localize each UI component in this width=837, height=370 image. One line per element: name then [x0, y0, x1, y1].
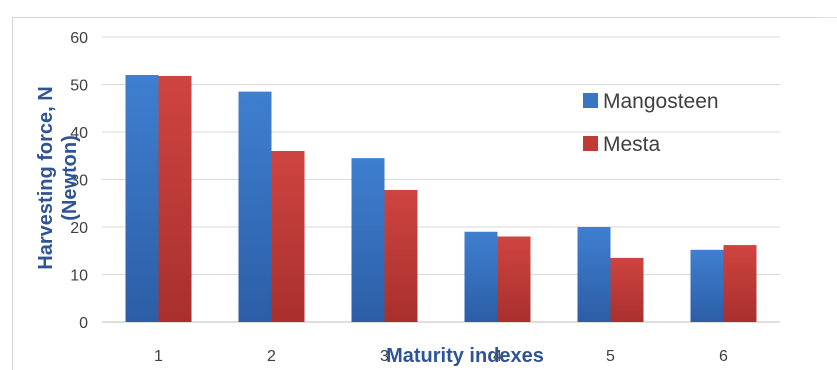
bars [125, 75, 757, 322]
y-axis-title-line1: Harvesting force, N [35, 86, 57, 269]
bar-mangosteen-5 [577, 227, 611, 322]
x-tick-label: 3 [380, 348, 389, 365]
y-tick-label: 20 [70, 220, 88, 237]
y-tick-label: 40 [70, 125, 88, 142]
x-tick-label: 2 [267, 348, 276, 365]
y-tick-label: 10 [70, 268, 88, 285]
y-tick-label: 60 [70, 30, 88, 47]
y-axis-title: Harvesting force, N (Newton) [35, 86, 81, 269]
chart-frame-corner [817, 17, 837, 38]
bar-mesta-6 [723, 245, 757, 322]
legend-label-mesta: Mesta [603, 133, 661, 156]
bar-mangosteen-6 [690, 249, 724, 322]
y-axis-title-line2: (Newton) [59, 135, 81, 221]
bar-mesta-5 [610, 257, 644, 322]
legend-swatch-mangosteen [583, 93, 598, 108]
y-tick-label: 0 [79, 315, 88, 332]
bar-mangosteen-3 [351, 158, 385, 322]
bar-mangosteen-4 [464, 231, 498, 322]
legend: Mangosteen Mesta [583, 90, 719, 156]
bar-mesta-2 [271, 151, 305, 322]
x-tick-label: 4 [493, 348, 502, 365]
y-tick-label: 30 [70, 173, 88, 190]
bar-mangosteen-1 [125, 75, 159, 322]
gridlines [102, 36, 780, 323]
y-tick-labels: 0 10 20 30 40 50 60 [70, 30, 88, 332]
legend-swatch-mesta [583, 136, 598, 151]
legend-label-mangosteen: Mangosteen [603, 90, 719, 113]
x-axis-title: Maturity indexes [386, 345, 544, 367]
bar-mesta-1 [158, 75, 192, 322]
x-tick-label: 5 [606, 348, 615, 365]
bar-mesta-4 [497, 236, 531, 322]
chart-frame [12, 17, 821, 370]
bar-mangosteen-2 [238, 91, 272, 322]
y-tick-label: 50 [70, 78, 88, 95]
bar-mesta-3 [384, 189, 418, 322]
x-tick-label: 1 [154, 348, 163, 365]
x-tick-label: 6 [719, 348, 728, 365]
x-tick-labels: 1 2 3 4 5 6 [154, 348, 728, 365]
